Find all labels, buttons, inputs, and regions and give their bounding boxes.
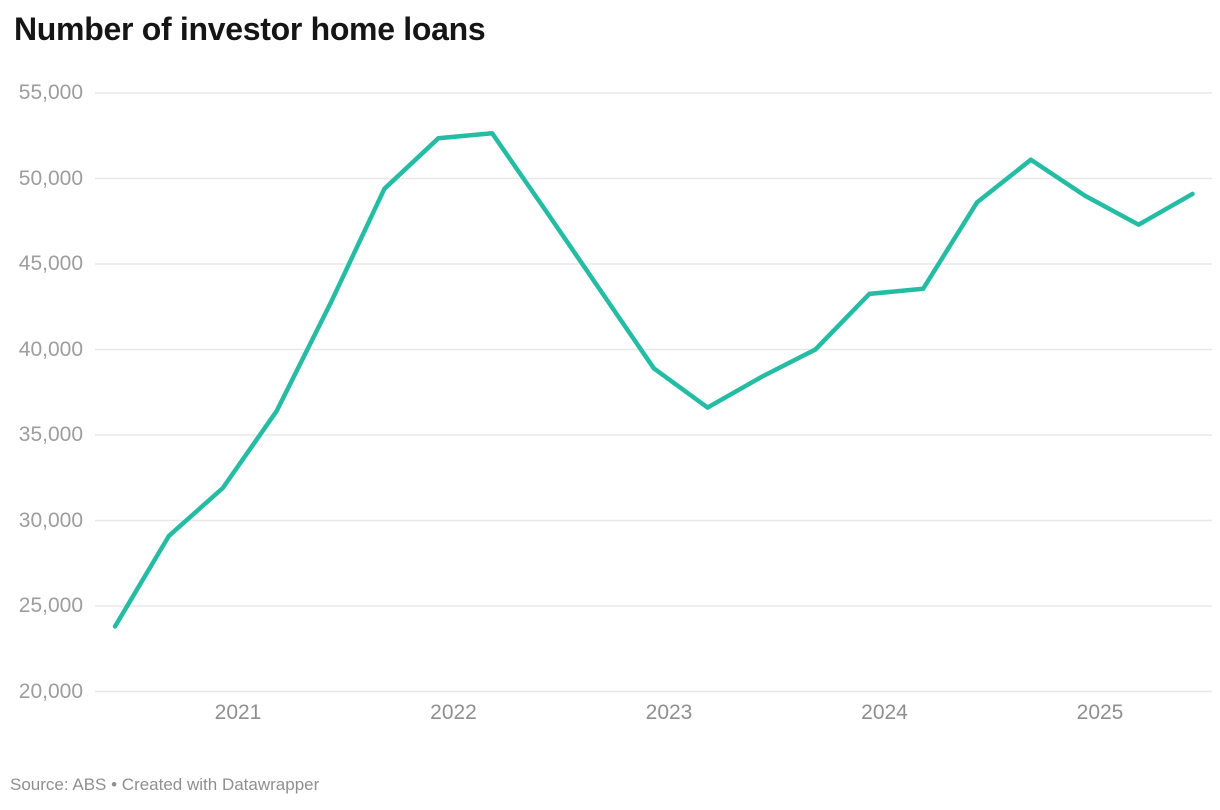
x-axis-tick-label: 2025 [1076,701,1124,724]
y-axis-tick-label: 20,000 [18,679,83,703]
x-axis-tick-label: 2024 [861,701,908,724]
source-note: Source: ABS • Created with Datawrapper [10,775,320,794]
y-axis-tick-label: 50,000 [18,166,83,190]
x-axis-tick-label: 2022 [430,701,477,724]
x-axis-tick-label: 2023 [645,701,693,724]
y-axis-tick-label: 45,000 [18,252,83,275]
x-axis-tick-label: 2021 [214,701,262,724]
y-axis-tick-label: 55,000 [18,81,83,104]
y-axis-tick-label: 25,000 [18,594,83,617]
gridlines [95,92,1212,693]
series-line-investor-loans[interactable] [112,130,1195,629]
y-axis-tick-label: 35,000 [18,423,83,446]
y-axis-tick-label: 40,000 [18,337,83,361]
chart-title: Number of investor home loans [14,11,486,47]
y-axis-tick-label: 30,000 [18,508,83,532]
